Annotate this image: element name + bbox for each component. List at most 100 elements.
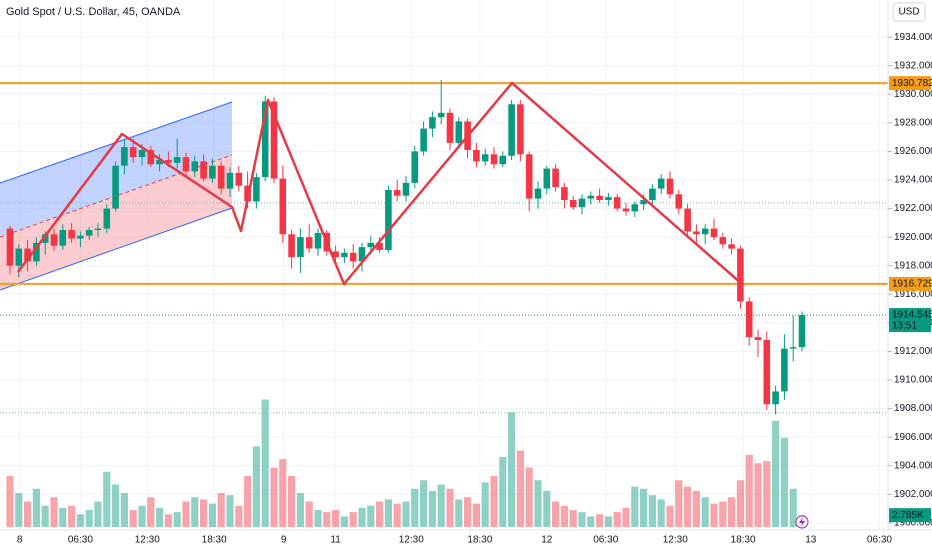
candle-body [50,234,58,246]
volume-bar [569,510,577,527]
level-label: 1930.782 [892,78,932,89]
volume-bar [6,476,14,527]
y-tick-label: 1932.000 [894,60,932,71]
candle-body [693,231,700,235]
volume-bar [508,412,516,527]
candle-body [728,244,735,249]
candle-body [675,194,683,209]
candle-body [640,200,647,205]
candle-body [279,178,287,235]
volume-bar [358,507,366,527]
volume-bar [446,488,454,527]
candle-body [719,237,727,245]
candle-body [129,147,137,158]
candle-body [297,237,304,258]
candle-body [745,301,753,338]
candle-body [103,208,111,229]
candle-body [605,197,612,200]
candle-body [763,340,771,405]
y-tick-label: 1928.000 [894,117,932,128]
y-tick-label: 1916.000 [894,289,932,300]
level-label: 1916.729 [892,279,932,290]
candle-body [341,252,348,258]
volume-bar [780,437,788,527]
volume-bar [736,480,744,527]
volume-bar [754,463,762,527]
level-tag [889,76,931,91]
candle-body [798,315,806,348]
volume-bar [587,516,595,527]
candle-body [737,248,744,302]
volume-bar [745,454,753,527]
price-tag [889,308,931,333]
x-tick-label: 8 [17,535,23,546]
candles [6,80,806,415]
volume-bar [437,484,445,527]
volume-bar [68,505,76,527]
candle-body [710,228,718,238]
volume-bar [138,505,146,527]
channel-lower-fill [0,155,232,290]
candle-body [94,228,102,230]
candle-body [121,147,128,166]
candle-body [411,151,419,183]
volume-bar [208,503,216,527]
candle-body [270,101,278,179]
volume-bar [455,499,463,527]
currency-button[interactable] [892,2,926,22]
y-tick-label: 1918.000 [894,260,932,271]
candle-body [24,248,31,262]
volume-bar [411,488,419,527]
candle-body [209,165,216,179]
volume-bar [622,507,630,527]
candle-body [666,178,674,195]
x-tick-label: 12:30 [135,535,160,546]
volume-bar [772,420,780,527]
volume-bar [516,450,524,527]
candle-body [191,161,199,172]
volume-bar [314,510,322,527]
x-tick-label: 06:30 [593,535,618,546]
candle-body [15,248,23,266]
candle-body [138,150,146,158]
volume-bar [323,512,331,527]
x-tick-label: 12 [541,535,553,546]
x-tick-label: 11 [330,535,341,546]
volume-bar [701,497,709,527]
volume-bar [305,501,313,527]
y-tick-label: 1904.000 [894,460,932,471]
volume-bar [666,505,674,527]
x-tick-label: 18:30 [467,535,492,546]
candle-body [332,251,339,258]
y-tick-label: 1920.000 [894,232,932,243]
volume-bar [340,516,348,527]
x-tick-label: 13 [805,535,817,546]
volume-bar [85,510,93,527]
volume-bar [692,490,700,527]
volume-bar [763,461,771,527]
y-tick-label: 1934.000 [894,32,932,43]
candle-body [261,101,269,178]
candle-body [349,252,357,262]
volume-bar [367,505,375,527]
volume-bar [728,497,736,527]
y-tick-label: 1900.000 [894,517,932,528]
x-tick-label: 18:30 [202,535,227,546]
volume-bar [217,493,225,527]
volume-bar [296,493,304,527]
volume-bar [32,488,40,527]
volume-bar [631,486,639,527]
candle-body [481,154,489,162]
volume-bar [103,471,111,527]
candle-body [385,190,392,250]
volume-bar [252,446,260,527]
volume-bar [534,480,542,527]
candle-body [358,247,366,262]
zigzag-drawing [17,81,743,286]
candle-body [288,234,295,258]
candle-body [420,128,427,152]
volume-bar [675,480,683,527]
volume-bar [15,493,23,527]
price-axis-panel [888,0,932,550]
